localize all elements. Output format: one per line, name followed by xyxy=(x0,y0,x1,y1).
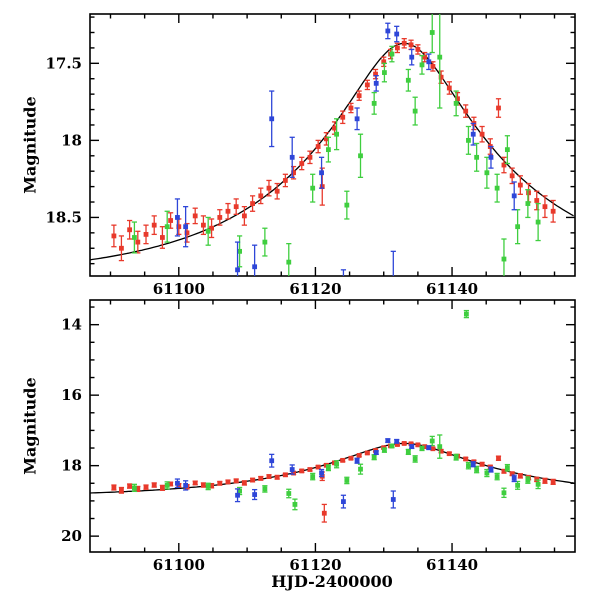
svg-text:18.5: 18.5 xyxy=(45,208,82,226)
svg-text:61120: 61120 xyxy=(289,280,341,298)
svg-text:20: 20 xyxy=(61,527,82,545)
svg-text:61100: 61100 xyxy=(153,556,205,574)
svg-text:61140: 61140 xyxy=(426,556,478,574)
svg-text:61100: 61100 xyxy=(153,280,205,298)
svg-text:17.5: 17.5 xyxy=(45,54,82,72)
y-axis-label-bottom: Magnitude xyxy=(20,377,40,475)
svg-text:61140: 61140 xyxy=(426,280,478,298)
x-axis-label: HJD-2400000 xyxy=(271,572,393,591)
svg-text:14: 14 xyxy=(61,316,82,334)
svg-text:61120: 61120 xyxy=(289,556,341,574)
svg-text:16: 16 xyxy=(61,386,82,404)
svg-text:18: 18 xyxy=(61,457,82,475)
svg-text:18: 18 xyxy=(61,131,82,149)
y-axis-label-top: Magnitude xyxy=(20,96,40,194)
